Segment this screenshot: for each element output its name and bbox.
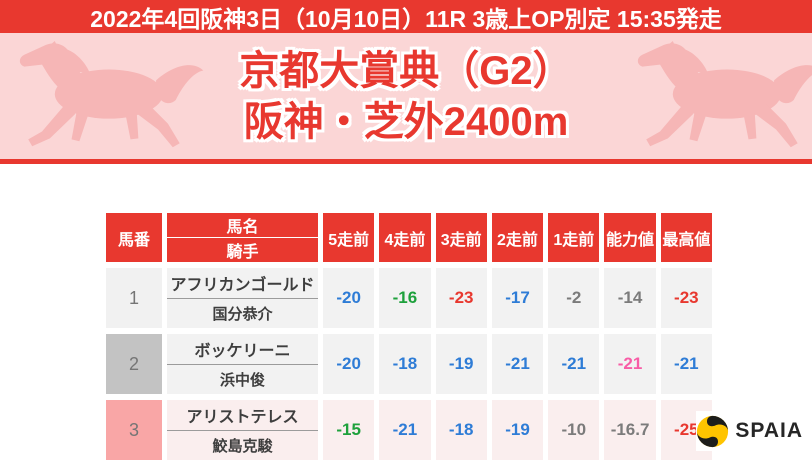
col-header-label: 3走前 — [441, 226, 482, 250]
col-header-run-5: 1走前 — [548, 213, 599, 262]
rating-value: -21 — [674, 354, 699, 374]
col-header-run-7: 最高値 — [661, 213, 712, 262]
rating-value: -21 — [618, 354, 643, 374]
horse-number-cell: 2 — [106, 334, 162, 394]
spaia-logo-icon — [696, 415, 729, 448]
rating-cell: -17 — [492, 268, 543, 328]
rating-value: -20 — [336, 354, 361, 374]
rating-cell: -15 — [323, 400, 374, 460]
race-info-text: 2022年4回阪神3日（10月10日）11R 3歳上OP別定 15:35発走 — [90, 0, 721, 34]
divider-line — [0, 159, 812, 164]
horse-number-cell: 3 — [106, 400, 162, 460]
jockey-name-row: 浜中俊 — [220, 365, 265, 395]
rating-value: -21 — [561, 354, 586, 374]
horse-name-row: ボッケリーニ — [194, 334, 290, 364]
race-title-block: 京都大賞典（G2） 阪神・芝外2400m — [0, 33, 812, 159]
col-header-label: 能力値 — [606, 226, 654, 250]
rating-value: -2 — [566, 288, 581, 308]
rating-cell: -18 — [436, 400, 487, 460]
rating-value: -21 — [505, 354, 530, 374]
jockey-name: 鮫島克駿 — [212, 435, 272, 456]
horse-name-jockey-cell: ボッケリーニ浜中俊 — [167, 334, 318, 394]
rating-cell: -19 — [492, 400, 543, 460]
race-info-bar: 2022年4回阪神3日（10月10日）11R 3歳上OP別定 15:35発走 — [0, 0, 812, 33]
rating-cell: -21 — [492, 334, 543, 394]
horse-number-value: 3 — [129, 420, 139, 441]
rating-value: -14 — [618, 288, 643, 308]
rating-cell: -21 — [548, 334, 599, 394]
rating-value: -19 — [449, 354, 474, 374]
rating-cell: -20 — [323, 268, 374, 328]
col-header-run-6: 能力値 — [604, 213, 655, 262]
jockey-name: 国分恭介 — [212, 303, 272, 324]
rating-value: -23 — [449, 288, 474, 308]
col-header-label: 馬名 — [226, 213, 258, 237]
spaia-logo-text: SPAIA — [735, 419, 803, 443]
rating-cell: -21 — [379, 400, 430, 460]
horse-name-row: アフリカンゴールド — [170, 268, 314, 298]
horse-number-value: 2 — [129, 354, 139, 375]
rating-cell: -21 — [604, 334, 655, 394]
rating-value: -17 — [505, 288, 530, 308]
rating-value: -20 — [336, 288, 361, 308]
horse-name: ボッケリーニ — [194, 337, 290, 361]
rating-cell: -18 — [379, 334, 430, 394]
col-header-run-1: 5走前 — [323, 213, 374, 262]
col-header-label: 2走前 — [497, 226, 538, 250]
rating-cell: -10 — [548, 400, 599, 460]
col-header-label: 馬番 — [118, 226, 150, 250]
rating-cell: -16.7 — [604, 400, 655, 460]
rating-cell: -23 — [661, 268, 712, 328]
rating-cell: -16 — [379, 268, 430, 328]
rating-value: -21 — [393, 420, 418, 440]
col-header-run-2: 4走前 — [379, 213, 430, 262]
horse-number-value: 1 — [129, 288, 139, 309]
rating-cell: -19 — [436, 334, 487, 394]
col-header-run-3: 3走前 — [436, 213, 487, 262]
rating-value: -16 — [393, 288, 418, 308]
horse-name-jockey-cell: アフリカンゴールド国分恭介 — [167, 268, 318, 328]
rating-value: -10 — [561, 420, 586, 440]
rating-cell: -23 — [436, 268, 487, 328]
rating-value: -18 — [449, 420, 474, 440]
col-header-horse-number: 馬番 — [106, 213, 162, 262]
horse-name: アフリカンゴールド — [170, 271, 314, 295]
rating-cell: -14 — [604, 268, 655, 328]
spaia-logo: SPAIA — [696, 411, 803, 451]
col-header-jockey-half: 騎手 — [167, 238, 318, 262]
horse-name-jockey-cell: アリストテレス鮫島克駿 — [167, 400, 318, 460]
rating-value: -25 — [674, 420, 699, 440]
rating-cell: -20 — [323, 334, 374, 394]
race-title-banner: 京都大賞典（G2） 阪神・芝外2400m — [0, 33, 812, 159]
col-header-label: 1走前 — [553, 226, 594, 250]
col-header-label: 最高値 — [662, 226, 710, 250]
rating-value: -23 — [674, 288, 699, 308]
rating-value: -15 — [336, 420, 361, 440]
rating-value: -16.7 — [611, 420, 650, 440]
rating-cell: -21 — [661, 334, 712, 394]
col-header-label: 4走前 — [384, 226, 425, 250]
horse-number-cell: 1 — [106, 268, 162, 328]
rating-value: -18 — [393, 354, 418, 374]
horse-name-row: アリストテレス — [186, 400, 298, 430]
jockey-name-row: 国分恭介 — [212, 299, 272, 329]
rating-cell: -2 — [548, 268, 599, 328]
horse-name: アリストテレス — [186, 403, 298, 427]
rating-value: -19 — [505, 420, 530, 440]
jockey-name: 浜中俊 — [220, 369, 265, 390]
col-header-label: 騎手 — [226, 238, 258, 262]
col-header-run-4: 2走前 — [492, 213, 543, 262]
col-header-name-jockey: 馬名騎手 — [167, 213, 318, 262]
race-course-title: 阪神・芝外2400m — [244, 98, 569, 146]
col-header-horse-name-half: 馬名 — [167, 213, 318, 237]
race-name-title: 京都大賞典（G2） — [239, 47, 572, 95]
col-header-label: 5走前 — [328, 226, 369, 250]
